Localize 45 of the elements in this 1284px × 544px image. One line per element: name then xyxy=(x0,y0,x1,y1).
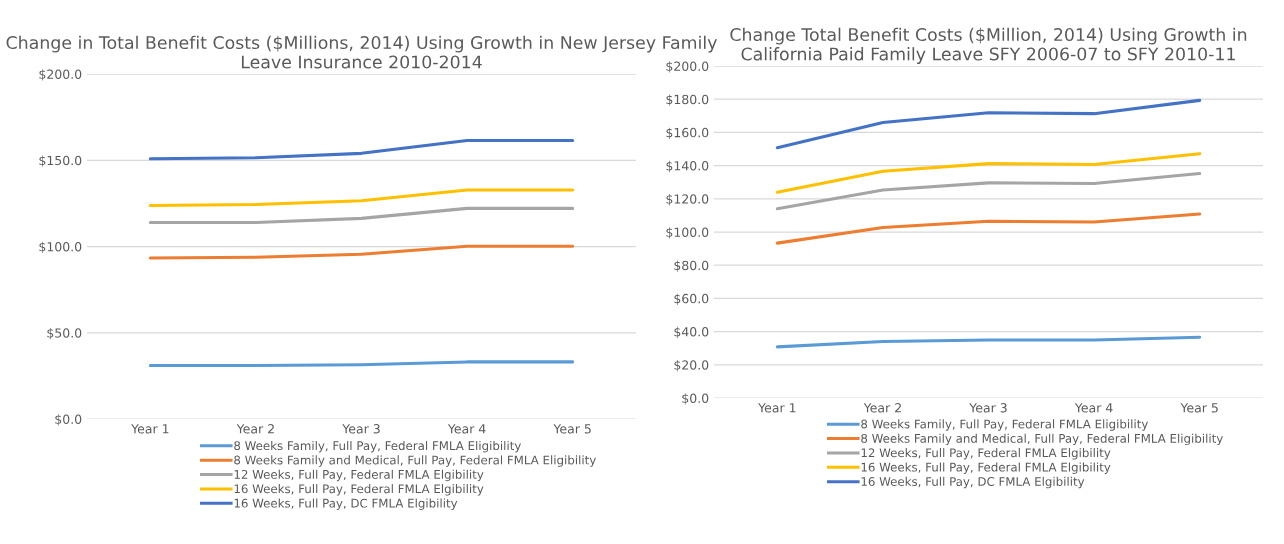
line-series xyxy=(148,188,575,207)
y-tick-label: $200.0 xyxy=(666,61,709,73)
y-tick-label: $60.0 xyxy=(674,293,709,305)
y-tick-label: $20.0 xyxy=(674,360,709,372)
y-tick-label: $150.0 xyxy=(39,155,82,167)
y-tick-label: $0.0 xyxy=(55,414,82,426)
legend-label: 12 Weeks, Full Pay, Federal FMLA Elgibility xyxy=(234,469,484,482)
x-tick-label: Year 4 xyxy=(1074,403,1113,413)
legend-label: 8 Weeks Family and Medical, Full Pay, Federal FMLA Eligibility xyxy=(234,455,596,467)
y-tick-label: $140.0 xyxy=(666,160,709,173)
legend-label: 16 Weeks, Full Pay, DC FMLA Elgibility xyxy=(861,476,1085,489)
y-tick-label: $120.0 xyxy=(666,194,709,206)
x-tick-label: Year 2 xyxy=(236,424,274,434)
line-series xyxy=(775,152,1202,194)
chart-title: Change Total Benefit Costs ($Million, 2014) Using Growth in California Paid Family Leave SFY 2006-07 to SFY 2010-11 xyxy=(730,27,1247,64)
x-tick-label: Year 3 xyxy=(969,403,1007,413)
x-tick-label: Year 5 xyxy=(553,424,591,434)
line-series xyxy=(775,98,1202,150)
legend-label: 16 Weeks, Full Pay, DC FMLA Elgibility xyxy=(234,498,458,510)
x-tick-label: Year 1 xyxy=(131,424,169,434)
legend-label: 12 Weeks, Full Pay, Federal FMLA Elgibility xyxy=(861,448,1111,460)
line-series xyxy=(148,138,575,161)
legend-label: 16 Weeks, Full Pay, Federal FMLA Elgibility xyxy=(234,484,484,496)
y-tick-label: $40.0 xyxy=(674,326,709,339)
y-tick-label: $80.0 xyxy=(674,260,709,272)
x-tick-label: Year 4 xyxy=(447,424,486,434)
y-tick-label: $100.0 xyxy=(39,241,82,254)
legend-label: 8 Weeks Family, Full Pay, Federal FMLA Eligibility xyxy=(234,440,521,453)
x-tick-label: Year 1 xyxy=(758,403,796,413)
x-tick-label: Year 5 xyxy=(1180,403,1218,413)
line-series xyxy=(775,212,1202,245)
y-tick-label: $0.0 xyxy=(682,393,709,405)
legend-label: 16 Weeks, Full Pay, Federal FMLA Elgibility xyxy=(861,462,1111,474)
y-tick-label: $200.0 xyxy=(39,69,82,81)
x-tick-label: Year 2 xyxy=(863,403,901,413)
line-series xyxy=(148,244,575,260)
y-tick-label: $160.0 xyxy=(666,127,709,139)
y-tick-label: $180.0 xyxy=(666,94,709,106)
line-series xyxy=(775,172,1202,211)
legend-label: 8 Weeks Family and Medical, Full Pay, Federal FMLA Eligibility xyxy=(861,433,1223,446)
y-tick-label: $100.0 xyxy=(666,227,709,239)
y-tick-label: $50.0 xyxy=(47,328,82,340)
line-series xyxy=(775,335,1202,349)
legend-label: 8 Weeks Family, Full Pay, Federal FMLA Eligibility xyxy=(861,419,1148,431)
x-tick-label: Year 3 xyxy=(342,424,380,434)
